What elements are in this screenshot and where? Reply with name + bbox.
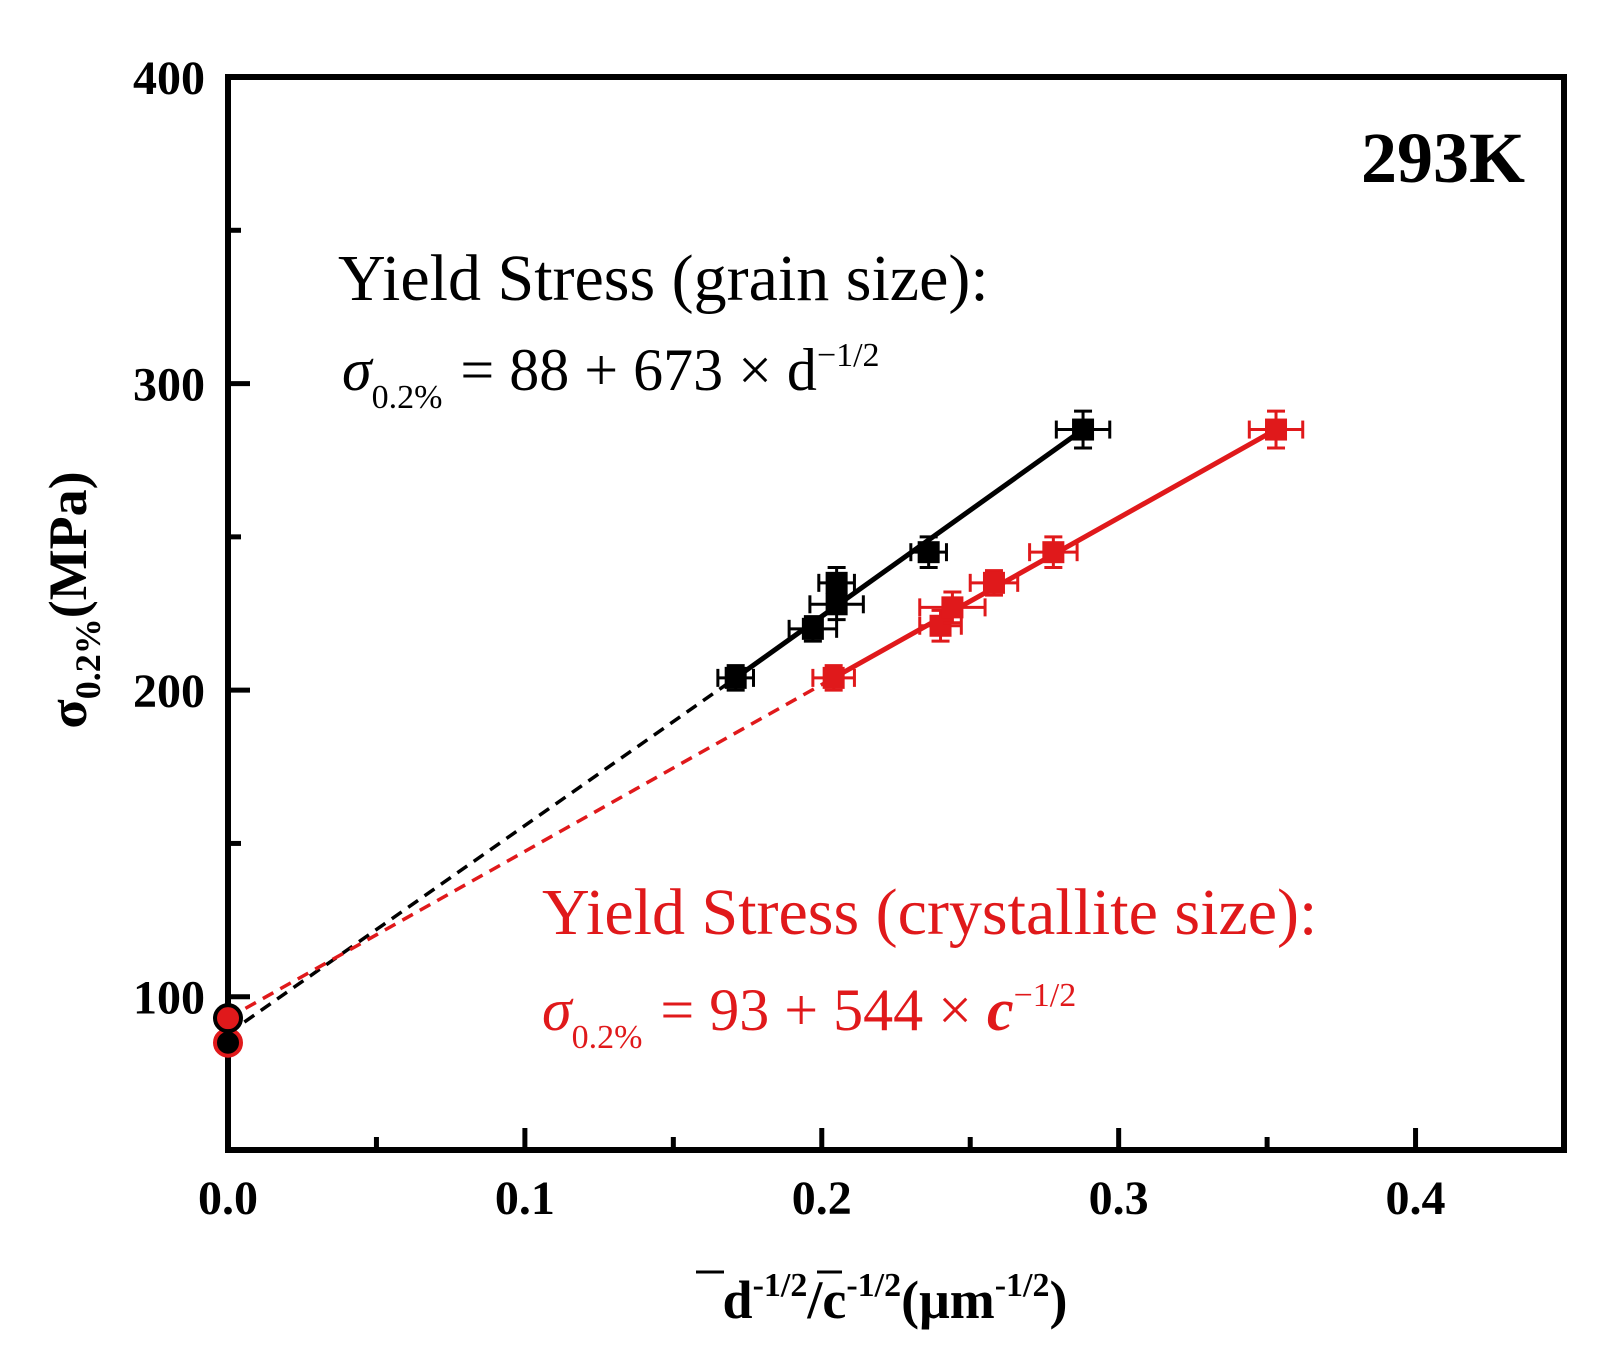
y-label-subscript: 0.2% bbox=[68, 618, 108, 699]
crystallite-data-point bbox=[1042, 541, 1065, 564]
x-label-d-exp: -1/2 bbox=[753, 1267, 808, 1304]
crystallite-intercept-point bbox=[213, 1003, 243, 1034]
data-markers bbox=[213, 409, 1305, 1058]
crystallite-equation-variable: c bbox=[987, 977, 1014, 1043]
crystallite-extrapolation-line bbox=[227, 676, 835, 1020]
grain-equation-subscript: 0.2% bbox=[372, 379, 443, 416]
grain-data-point bbox=[917, 541, 940, 564]
grain-equation-sigma: σ bbox=[342, 337, 374, 403]
grain-extrapolation-line bbox=[226, 676, 737, 1035]
axis-tick-labels: 0.0 0.1 0.2 0.3 0.4 100 200 300 400 bbox=[133, 52, 1446, 1225]
y-tick-label: 100 bbox=[133, 972, 205, 1025]
x-label-slash: / bbox=[806, 1270, 823, 1330]
grain-equation-exponent: −1/2 bbox=[817, 337, 880, 374]
axis-ticks bbox=[225, 74, 1567, 1153]
crystallite-equation-body: = 93 + 544 × bbox=[660, 977, 987, 1043]
x-tick-label: 0.4 bbox=[1386, 1172, 1446, 1225]
crystallite-equation-sigma: σ bbox=[542, 977, 574, 1043]
crystallite-equation-subscript: 0.2% bbox=[572, 1019, 643, 1056]
x-tick-label: 0.1 bbox=[495, 1172, 555, 1225]
grain-data-point bbox=[1072, 418, 1095, 441]
grain-intercept-point bbox=[213, 1027, 243, 1058]
x-label-c: c bbox=[822, 1270, 846, 1330]
x-label-close: ) bbox=[1049, 1270, 1067, 1330]
x-tick-label: 0.0 bbox=[198, 1172, 258, 1225]
grain-equation: σ0.2% = 88 + 673 × d−1/2 bbox=[342, 337, 880, 416]
temperature-label: 293K bbox=[1361, 118, 1525, 198]
x-label-c-exp: -1/2 bbox=[846, 1267, 901, 1304]
y-tick-label: 400 bbox=[133, 52, 205, 105]
crystallite-data-point bbox=[1265, 418, 1288, 441]
x-tick-label: 0.3 bbox=[1089, 1172, 1149, 1225]
y-label-sigma: σ bbox=[38, 699, 98, 729]
crystallite-data-point bbox=[941, 596, 964, 619]
x-label-d: d bbox=[723, 1270, 753, 1330]
x-tick-label: 0.2 bbox=[792, 1172, 852, 1225]
y-label-unit: (MPa) bbox=[38, 471, 98, 618]
crystallite-data-point bbox=[982, 571, 1005, 594]
grain-data-point bbox=[724, 666, 747, 689]
x-axis-label: d-1/2/c-1/2(μm-1/2) bbox=[723, 1267, 1068, 1330]
grain-equation-body: = 88 + 673 × d bbox=[460, 337, 817, 403]
crystallite-data-point bbox=[822, 666, 845, 689]
crystallite-annotation-title: Yield Stress (crystallite size): bbox=[542, 876, 1317, 949]
crystallite-equation: σ0.2% = 93 + 544 × c−1/2 bbox=[542, 977, 1076, 1056]
crystallite-equation-exponent: −1/2 bbox=[1014, 977, 1077, 1014]
y-tick-label: 200 bbox=[133, 665, 205, 718]
x-label-unit: (μm bbox=[901, 1270, 995, 1330]
grain-annotation-title: Yield Stress (grain size): bbox=[338, 242, 989, 315]
grain-data-point bbox=[825, 571, 848, 594]
plot-frame bbox=[225, 74, 1567, 1153]
crystallite-data-point bbox=[929, 614, 952, 637]
grain-data-point bbox=[801, 617, 824, 640]
y-axis-label: σ0.2%(MPa) bbox=[38, 471, 108, 728]
x-label-unit-exp: -1/2 bbox=[995, 1267, 1050, 1304]
y-tick-label: 300 bbox=[133, 359, 205, 412]
